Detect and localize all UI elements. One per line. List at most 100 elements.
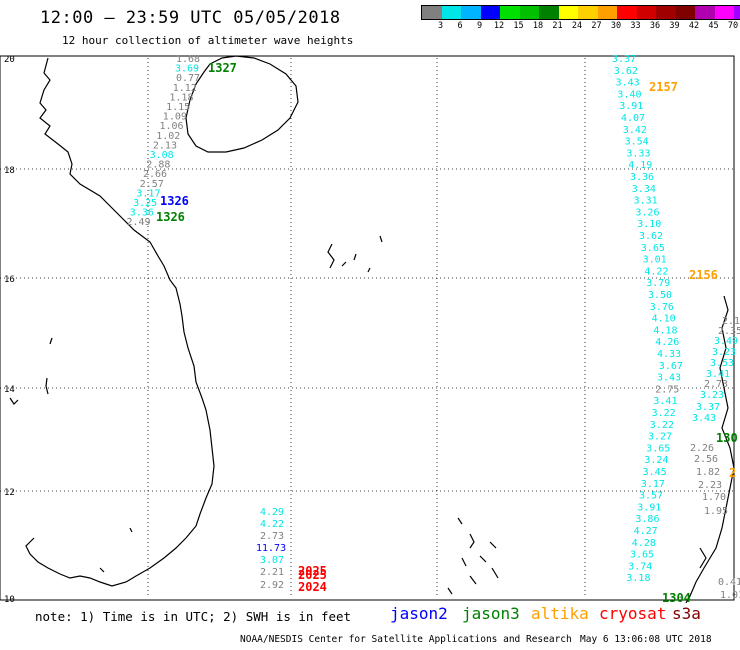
- scale-label: 15: [513, 21, 524, 31]
- swh-value: 4.10: [652, 314, 676, 325]
- swh-value: 2.13: [153, 140, 177, 151]
- swh-value: 3.43: [657, 373, 681, 384]
- satellite-s3a-label: s3a: [672, 604, 701, 623]
- map-grid: [0, 55, 735, 601]
- swh-value: 4.26: [655, 337, 679, 348]
- pass-time-label: 2025: [298, 568, 327, 582]
- satellite-jason2-label: jason2: [390, 604, 448, 623]
- footer-note: note: 1) Time is in UTC; 2) SWH is in fe…: [35, 609, 352, 624]
- scale-swatch: [480, 6, 500, 19]
- pass-time-label: 2156: [689, 268, 718, 282]
- swh-value: 3.37: [612, 54, 636, 65]
- swh-value: 1.02: [156, 131, 180, 142]
- pass-time-label: 1326: [160, 194, 189, 208]
- swh-value: 3.67: [659, 361, 683, 372]
- swh-value: 3.62: [614, 66, 638, 77]
- scale-label: 9: [476, 21, 483, 31]
- scale-swatch: [695, 6, 715, 19]
- swh-value: 3.23: [700, 390, 724, 401]
- swh-value: 3.65: [646, 443, 670, 454]
- scale-swatch: [734, 6, 740, 19]
- swh-value: 3.86: [635, 514, 659, 525]
- swh-value: 1.15: [166, 102, 190, 113]
- swh-value: 2.57: [140, 179, 164, 190]
- swh-value: 3.62: [639, 231, 663, 242]
- pass-time-label: 1304: [662, 591, 691, 603]
- latitude-label: 14: [4, 385, 15, 395]
- swh-value: 3.69: [175, 64, 199, 75]
- swh-value: 3.17: [641, 479, 665, 490]
- swh-value: 2.73: [704, 379, 728, 390]
- swh-value: 3.40: [617, 89, 641, 100]
- swh-value: 11.73: [256, 543, 286, 554]
- swh-value: 2.92: [260, 580, 284, 591]
- swh-value: 1.01: [720, 590, 740, 601]
- swh-value: 3.91: [637, 502, 661, 513]
- scale-swatch: [656, 6, 676, 19]
- swh-value: 3.36: [630, 172, 654, 183]
- latitude-label: 10: [4, 595, 15, 603]
- swh-value: 3.41: [653, 396, 677, 407]
- scale-swatch: [519, 6, 539, 19]
- latitude-label: 12: [4, 488, 15, 498]
- pass-time-label: 2024: [298, 580, 327, 594]
- swh-value: 3.36: [130, 208, 154, 219]
- color-scale-bar: [421, 5, 740, 20]
- scale-swatch: [714, 6, 734, 19]
- scale-swatch: [422, 6, 442, 19]
- swh-value: 3.45: [643, 467, 667, 478]
- swh-value: 1.82: [696, 467, 720, 478]
- scale-swatch: [461, 6, 481, 19]
- scale-label: 30: [610, 21, 622, 31]
- swh-value: 4.18: [653, 325, 677, 336]
- swh-value: 2.1: [722, 316, 740, 327]
- swh-value: 2.88: [146, 160, 170, 171]
- swh-value: 4.28: [632, 538, 656, 549]
- swh-value: 3.74: [628, 561, 652, 572]
- swh-value: 2.73: [260, 531, 284, 542]
- latitude-label: 18: [4, 166, 15, 176]
- satellite-jason3-label: jason3: [462, 604, 520, 623]
- pass-time-label: 2: [729, 466, 736, 480]
- map-frame: [0, 55, 735, 601]
- swh-value: 3.43: [616, 78, 640, 89]
- swh-value: 3.18: [626, 573, 650, 584]
- satellite-cryosat-label: cryosat: [599, 604, 667, 623]
- latitude-label: 16: [4, 275, 15, 285]
- scale-label: 42: [688, 21, 700, 31]
- scale-label: 45: [708, 21, 719, 31]
- scale-label: 33: [630, 21, 641, 31]
- swh-value: 1.06: [160, 121, 184, 132]
- swh-value: 3.34: [632, 184, 656, 195]
- scale-swatch: [675, 6, 695, 19]
- generated-timestamp: May 6 13:06:08 UTC 2018: [580, 634, 712, 645]
- swh-value: 3.31: [634, 196, 658, 207]
- swh-value: 1.12: [173, 83, 197, 94]
- swh-value: 4.07: [621, 113, 645, 124]
- pass-time-label: 2025: [298, 564, 327, 578]
- swh-value: 2.66: [143, 169, 167, 180]
- swh-value: 3.33: [626, 148, 650, 159]
- swh-value: 1.68: [176, 54, 200, 65]
- swh-value: 3.65: [641, 243, 665, 254]
- scale-swatch: [500, 6, 520, 19]
- credit-line: NOAA/NESDIS Center for Satellite Applica…: [240, 634, 572, 645]
- swh-value: 2.56: [694, 454, 718, 465]
- scale-label: 70: [727, 21, 739, 31]
- swh-value: 3.10: [637, 219, 661, 230]
- satellite-altika-label: altika: [531, 604, 589, 623]
- swh-value: 3.01: [643, 255, 667, 266]
- swh-value: 3.43: [692, 413, 716, 424]
- swh-value: 1.09: [163, 112, 187, 123]
- scale-label: 12: [493, 21, 505, 31]
- coastline: [9, 55, 735, 603]
- swh-value: 3.08: [150, 150, 174, 161]
- swh-value: 4.22: [260, 519, 284, 530]
- pass-time-label: 1326: [156, 210, 185, 224]
- pass-time-label: 1327: [208, 61, 237, 75]
- swh-value: 2.23: [698, 480, 722, 491]
- scale-label: 18: [532, 21, 544, 31]
- swh-value: 1.18: [169, 92, 193, 103]
